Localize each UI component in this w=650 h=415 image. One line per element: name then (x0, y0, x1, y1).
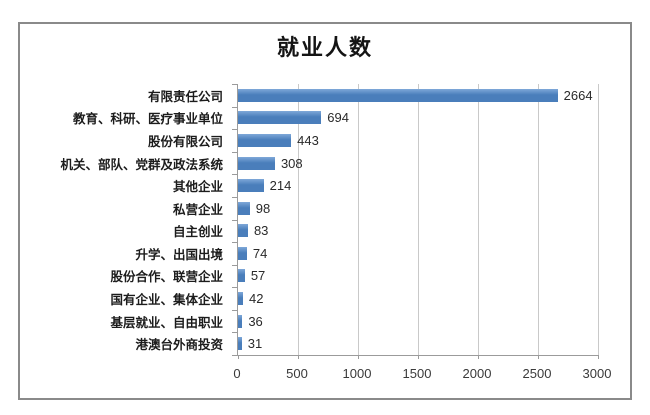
x-tick-mark (538, 355, 539, 359)
bar-value-label: 308 (280, 155, 303, 171)
bar-value-label: 42 (249, 291, 264, 307)
bar (238, 246, 247, 260)
gridline (418, 84, 419, 355)
bar-value-label: 36 (248, 313, 263, 329)
y-tick-mark (232, 84, 237, 85)
bar-row: 74 (238, 242, 598, 265)
bar-value-label: 31 (247, 336, 263, 352)
y-tick-mark (232, 106, 237, 108)
gridline (478, 84, 479, 355)
plot-area: 2664 694 443 308 214 98 83 74 57 42 36 31 (232, 84, 599, 359)
bar-row: 36 (238, 310, 598, 333)
bar-value-label: 74 (252, 245, 268, 261)
gridline (358, 84, 359, 355)
bar-row: 308 (238, 152, 598, 175)
y-tick-mark (232, 151, 237, 153)
gridline (538, 84, 539, 355)
bar (238, 224, 248, 238)
category-label: 私营企业 (172, 202, 223, 217)
bar-value-label: 57 (250, 268, 266, 284)
category-axis-labels: 有限责任公司教育、科研、医疗事业单位股份有限公司机关、部队、党群及政法系统其他企… (0, 84, 230, 355)
x-tick-label: 2000 (462, 366, 492, 381)
category-label: 其他企业 (172, 180, 223, 195)
x-tick-label: 1500 (402, 366, 432, 381)
x-tick-mark (238, 355, 239, 359)
bar-value-label: 2664 (563, 87, 593, 103)
x-tick-label: 3000 (582, 366, 612, 381)
chart-frame (18, 22, 632, 400)
bar (238, 314, 243, 328)
y-tick-mark (232, 264, 237, 266)
bar-value-label: 214 (269, 178, 292, 194)
y-tick-mark (232, 129, 237, 131)
bar-row: 214 (238, 174, 598, 197)
gridline (298, 84, 299, 355)
bar (238, 179, 264, 193)
x-tick-mark (358, 355, 359, 359)
bar-row: 42 (238, 287, 598, 310)
bar (238, 111, 322, 125)
category-label: 自主创业 (172, 225, 223, 240)
y-tick-mark (232, 287, 237, 289)
bar-row: 98 (238, 197, 598, 220)
category-label: 基层就业、自由职业 (110, 315, 223, 330)
bar-value-label: 98 (255, 200, 271, 216)
x-tick-label: 500 (286, 366, 308, 381)
bar-value-label: 694 (327, 110, 349, 126)
bar-value-label: 83 (253, 223, 269, 239)
bar-value-label: 443 (297, 132, 319, 148)
bar (238, 269, 245, 283)
bar (238, 201, 250, 215)
x-tick-mark (478, 355, 479, 359)
category-label: 港澳台外商投资 (135, 338, 223, 353)
category-label: 升学、出国出境 (135, 247, 223, 262)
bar (238, 337, 242, 351)
x-tick-label: 0 (233, 366, 241, 381)
bar-row: 57 (238, 265, 598, 288)
x-tick-mark (298, 355, 299, 359)
category-label: 教育、科研、医疗事业单位 (72, 112, 223, 127)
chart-title: 就业人数 (276, 35, 373, 60)
y-tick-mark (232, 196, 237, 198)
y-tick-mark (232, 242, 237, 244)
x-tick-mark (598, 355, 599, 359)
bar (238, 292, 244, 306)
y-tick-mark (232, 309, 237, 311)
gridline (598, 84, 599, 355)
bar-row: 83 (238, 220, 598, 243)
y-tick-mark (232, 355, 237, 356)
value-axis-labels: 0 500 1000 1500 2000 2500 3000 (233, 366, 611, 384)
bar-row: 694 (238, 107, 598, 130)
y-tick-mark (232, 332, 237, 334)
category-label: 国有企业、集体企业 (110, 293, 223, 308)
y-tick-mark (232, 174, 237, 176)
x-tick-label: 1000 (342, 366, 372, 381)
bar (238, 88, 558, 102)
category-label: 有限责任公司 (147, 89, 223, 104)
bar (238, 156, 275, 170)
x-tick-label: 2500 (522, 366, 552, 381)
bar-row: 31 (238, 332, 598, 355)
bar-row: 443 (238, 129, 598, 152)
bar-row: 2664 (238, 84, 598, 107)
y-tick-mark (232, 219, 237, 221)
category-label: 股份有限公司 (147, 134, 223, 149)
category-label: 股份合作、联营企业 (110, 270, 223, 285)
bar (238, 133, 292, 147)
category-label: 机关、部队、党群及政法系统 (60, 157, 223, 172)
x-tick-mark (418, 355, 419, 359)
